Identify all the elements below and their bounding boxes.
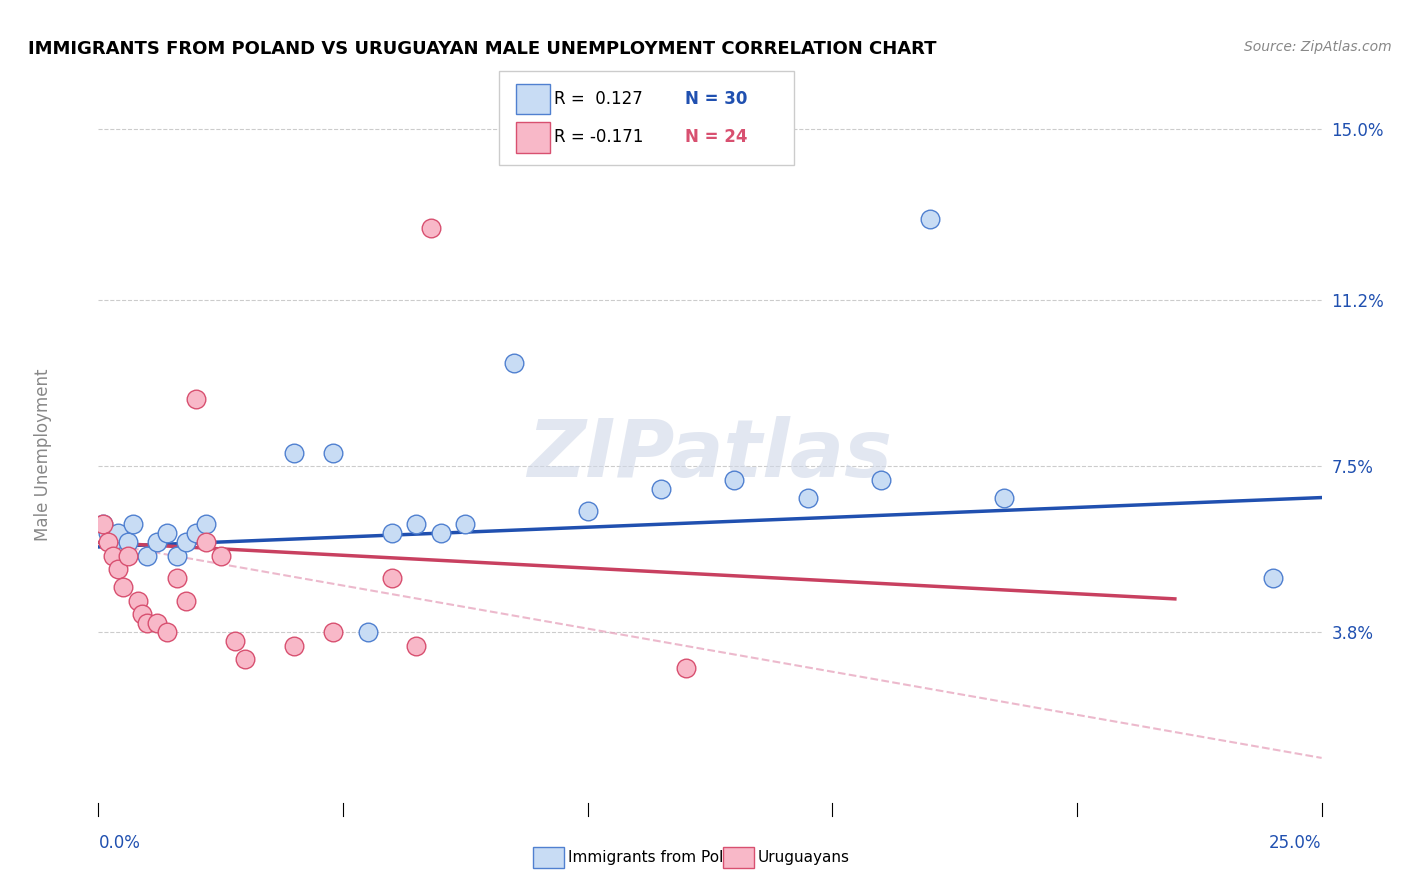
Point	[186, 392, 208, 406]
Text: Source: ZipAtlas.com: Source: ZipAtlas.com	[1244, 40, 1392, 54]
Point	[503, 356, 526, 370]
Point	[576, 504, 599, 518]
Text: Uruguayans: Uruguayans	[758, 850, 849, 864]
Point	[430, 526, 453, 541]
Point	[121, 517, 143, 532]
Text: R = -0.171: R = -0.171	[554, 128, 644, 146]
Point	[209, 549, 232, 563]
Point	[117, 535, 139, 549]
Text: N = 30: N = 30	[685, 90, 747, 108]
Point	[101, 549, 124, 563]
Point	[146, 616, 169, 631]
Point	[405, 639, 427, 653]
Point	[136, 549, 159, 563]
Point	[186, 526, 208, 541]
Point	[195, 517, 218, 532]
Point	[224, 634, 246, 648]
Point	[322, 445, 344, 459]
Point	[650, 482, 672, 496]
Point	[127, 594, 149, 608]
Point	[97, 535, 120, 549]
Text: N = 24: N = 24	[685, 128, 747, 146]
Point	[136, 616, 159, 631]
Point	[195, 535, 218, 549]
Point	[322, 625, 344, 640]
Point	[111, 580, 134, 594]
Point	[381, 526, 404, 541]
Point	[97, 526, 120, 541]
Point	[166, 549, 188, 563]
Text: ZIPatlas: ZIPatlas	[527, 416, 893, 494]
Point	[117, 549, 139, 563]
Point	[381, 571, 404, 585]
Point	[146, 535, 169, 549]
Point	[176, 535, 198, 549]
Point	[283, 639, 305, 653]
Point	[107, 526, 129, 541]
Point	[1261, 571, 1284, 585]
Point	[993, 491, 1015, 505]
Point	[405, 517, 427, 532]
Point	[797, 491, 820, 505]
Point	[920, 212, 942, 227]
Point	[156, 625, 179, 640]
Point	[91, 517, 114, 532]
Point	[454, 517, 477, 532]
Point	[156, 526, 179, 541]
Point	[91, 517, 114, 532]
Text: IMMIGRANTS FROM POLAND VS URUGUAYAN MALE UNEMPLOYMENT CORRELATION CHART: IMMIGRANTS FROM POLAND VS URUGUAYAN MALE…	[28, 40, 936, 58]
Point	[870, 473, 893, 487]
Text: R =  0.127: R = 0.127	[554, 90, 643, 108]
Point	[233, 652, 256, 666]
Point	[131, 607, 153, 622]
Point	[111, 549, 134, 563]
Point	[176, 594, 198, 608]
Point	[723, 473, 745, 487]
Point	[675, 661, 697, 675]
Point	[101, 535, 124, 549]
Point	[356, 625, 378, 640]
Text: 25.0%: 25.0%	[1270, 834, 1322, 852]
Point	[283, 445, 305, 459]
Point	[420, 221, 443, 235]
Text: Male Unemployment: Male Unemployment	[34, 368, 52, 541]
Point	[107, 562, 129, 576]
Text: 0.0%: 0.0%	[98, 834, 141, 852]
Text: Immigrants from Poland: Immigrants from Poland	[568, 850, 752, 864]
Point	[166, 571, 188, 585]
